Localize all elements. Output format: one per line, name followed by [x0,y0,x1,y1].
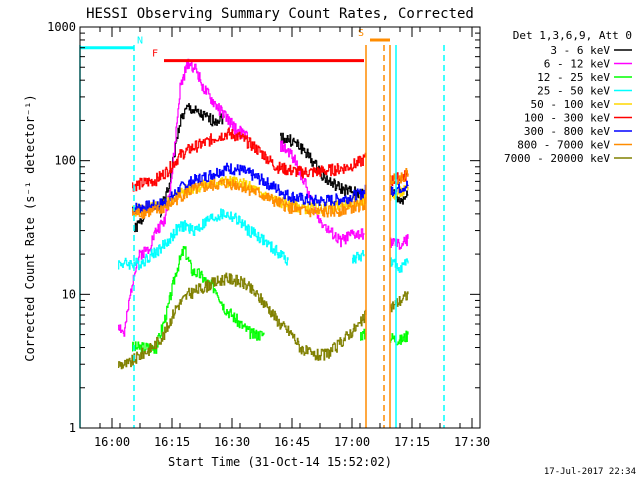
series-2-line-1 [132,246,265,354]
series-0-line-1 [160,103,225,218]
legend-entry-6: 300 - 800 keV [524,125,610,138]
series-8-line-0 [118,272,367,370]
legend-entry-0: 3 - 6 keV [550,44,610,57]
series-3-line-0 [118,208,289,271]
x-tick-label-6: 17:30 [454,435,490,449]
series-1-line-3 [390,234,409,250]
y-axis-label: Corrected Count Rate (s⁻¹ detector⁻¹) [23,94,37,361]
y-tick-label-3: 1000 [47,20,76,34]
legend-entry-4: 50 - 100 keV [531,98,611,111]
legend-header: Det 1,3,6,9, Att 0 [513,29,632,42]
x-axis-label: Start Time (31-Oct-14 15:52:02) [168,455,392,469]
legend-entry-2: 12 - 25 keV [537,71,610,84]
y-tick-label-1: 10 [62,287,76,301]
x-tick-label-2: 16:30 [214,435,250,449]
legend-entry-1: 6 - 12 keV [544,58,611,71]
series-7-line-2 [390,168,409,185]
x-tick-label-3: 16:45 [274,435,310,449]
y-tick-label-0: 1 [69,421,76,435]
x-tick-label-4: 17:00 [334,435,370,449]
legend-entry-8: 7000 - 20000 keV [504,152,610,165]
x-tick-label-5: 17:15 [394,435,430,449]
legend-entry-5: 100 - 300 keV [524,112,610,125]
y-axis: 1 10 100 1000 [47,20,480,435]
annotation-label-f: F [152,49,158,60]
series-3-line-4 [352,250,365,264]
series-1-line-2 [280,140,365,248]
series-3-line-5 [390,257,409,273]
series-2-line-7 [390,330,409,346]
x-tick-label-0: 16:00 [94,435,130,449]
series-0-line-0 [134,216,145,233]
series-7-line-1 [132,178,367,219]
series-6-line-1 [132,162,367,214]
annotation-label-n: N [137,36,143,47]
legend-entry-7: 800 - 7000 keV [517,139,610,152]
series-layer [118,58,409,370]
chart-title: HESSI Observing Summary Count Rates, Cor… [86,6,474,22]
series-0-line-4 [280,132,365,200]
series-1-line-0 [118,58,249,337]
annotation-label-s: S [358,28,364,39]
x-tick-label-1: 16:15 [154,435,190,449]
series-5-line-1 [132,127,367,192]
legend-entry-3: 25 - 50 keV [537,85,610,98]
series-8-line-1 [390,291,409,313]
x-axis: 16:00 16:15 16:30 16:45 17:00 17:15 17:30 [79,27,490,449]
y-tick-label-2: 100 [54,154,76,168]
timestamp-label: 17-Jul-2017 22:34 [544,467,636,477]
